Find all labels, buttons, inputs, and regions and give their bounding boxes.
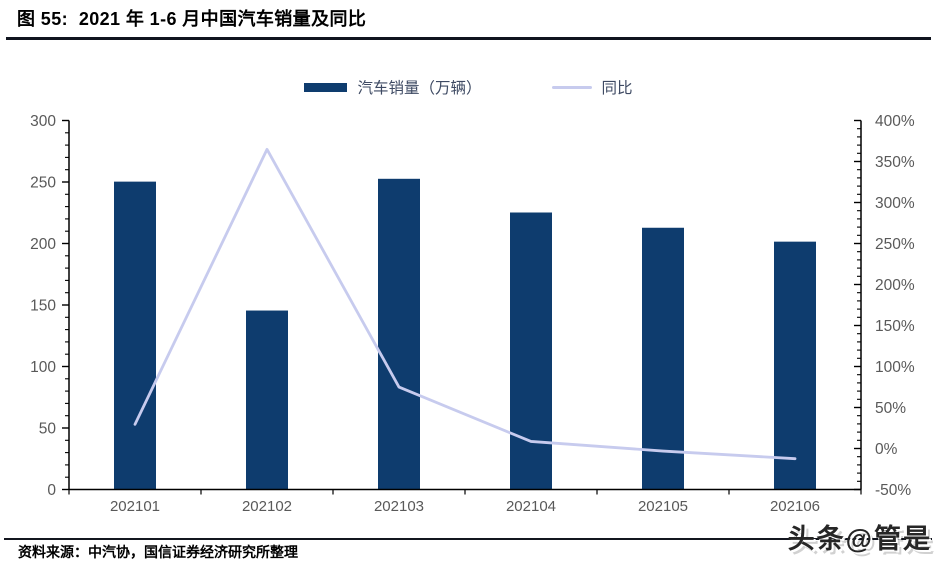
y-right-label-300: 300% bbox=[875, 195, 915, 212]
legend-yoy-label: 同比 bbox=[601, 80, 633, 97]
y-right-label-250: 250% bbox=[875, 236, 915, 253]
legend-item-sales: 汽车销量（万辆） bbox=[304, 76, 482, 98]
y-right-label--50: -50% bbox=[875, 482, 911, 499]
y-right-label-350: 350% bbox=[875, 154, 915, 171]
y-left-label-250: 250 bbox=[30, 175, 56, 192]
y-left-label-200: 200 bbox=[30, 236, 56, 253]
bar-202106 bbox=[774, 241, 816, 490]
footer-rule bbox=[4, 538, 932, 540]
y-right-label-100: 100% bbox=[875, 359, 915, 376]
title-rule bbox=[6, 37, 931, 40]
y-left-label-300: 300 bbox=[30, 113, 56, 130]
bar-202105 bbox=[642, 227, 684, 490]
x-label-202101: 202101 bbox=[110, 498, 160, 515]
legend-line-swatch bbox=[551, 85, 592, 89]
yoy-line bbox=[133, 147, 797, 461]
y-left-label-100: 100 bbox=[30, 359, 56, 376]
bar-202102 bbox=[246, 310, 288, 490]
source-note: 资料来源：中汽协，国信证券经济研究所整理 bbox=[18, 544, 298, 560]
y-left-label-0: 0 bbox=[47, 482, 56, 499]
watermark: 头条@管是 bbox=[787, 524, 932, 554]
y-right-label-0: 0% bbox=[875, 441, 898, 458]
x-label-202106: 202106 bbox=[770, 498, 820, 515]
x-label-202102: 202102 bbox=[242, 498, 292, 515]
legend-sales-label: 汽车销量（万辆） bbox=[357, 80, 482, 97]
x-label-202105: 202105 bbox=[638, 498, 688, 515]
x-label-202103: 202103 bbox=[374, 498, 424, 515]
y-right-label-150: 150% bbox=[875, 318, 915, 335]
y-right-label-400: 400% bbox=[875, 113, 915, 130]
figure-title: 图 55: 2021 年 1-6 月中国汽车销量及同比 bbox=[17, 9, 367, 29]
bar-202103 bbox=[378, 178, 420, 490]
bar-202101 bbox=[114, 181, 156, 490]
chart-legend: 汽车销量（万辆） 同比 bbox=[0, 76, 937, 98]
y-left-label-50: 50 bbox=[39, 421, 57, 438]
legend-item-yoy: 同比 bbox=[551, 76, 633, 98]
bar-202104 bbox=[510, 212, 552, 490]
y-left-label-150: 150 bbox=[30, 298, 56, 315]
legend-bar-swatch bbox=[304, 82, 348, 92]
x-label-202104: 202104 bbox=[506, 498, 556, 515]
y-right-label-50: 50% bbox=[875, 400, 906, 417]
y-right-label-200: 200% bbox=[875, 277, 915, 294]
